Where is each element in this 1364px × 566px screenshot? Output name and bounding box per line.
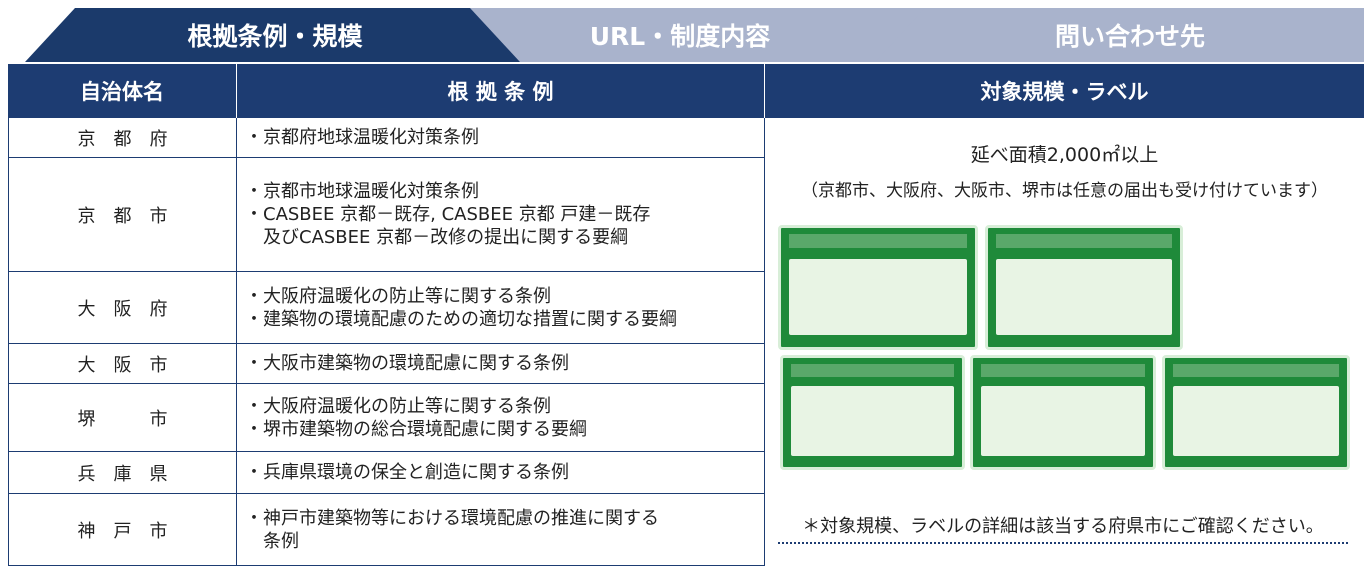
scale-note: （京都市、大阪府、大阪市、堺市は任意の届出も受け付けています）	[801, 181, 1328, 201]
tab[interactable]: 問い合わせ先	[1054, 22, 1205, 51]
municipality: 大 阪 市	[8, 344, 237, 384]
ordinance-cell: ・京都市地球温暖化対策条例 ・CASBEE 京都－既存, CASBEE 京都 戸建…	[237, 158, 765, 272]
ordinance: ・京都府地球温暖化対策条例	[245, 127, 479, 148]
ordinance: 条例	[245, 530, 299, 552]
municipality: 兵 庫 県	[8, 452, 237, 494]
label-image	[780, 355, 965, 470]
tab[interactable]: URL・制度内容	[589, 22, 771, 51]
tab-bg	[25, 8, 520, 62]
municipality: 神 戸 市	[8, 494, 237, 566]
municipality: 堺 市	[8, 384, 237, 452]
header-cell: 根 拠 条 例	[237, 64, 765, 118]
ordinance: ・神戸市建築物等における環境配慮の推進に関する	[245, 507, 659, 529]
ordinance: ・建築物の環境配慮のための適切な措置に関する要綱	[245, 308, 677, 330]
header-cell: 自治体名	[8, 64, 237, 118]
label-image	[970, 355, 1156, 470]
municipality: 京 都 市	[8, 158, 237, 272]
ordinance: ・兵庫県環境の保全と創造に関する条例	[245, 462, 569, 483]
label-image	[985, 225, 1183, 350]
ordinance-cell: ・大阪市建築物の環境配慮に関する条例	[237, 344, 765, 384]
tab-bg	[420, 8, 925, 62]
scale: 延べ面積2,000㎡以上	[970, 144, 1159, 166]
label-image	[1162, 355, 1350, 470]
tab[interactable]: 根拠条例・規模	[187, 22, 363, 51]
ordinance-cell: ・兵庫県環境の保全と創造に関する条例	[237, 452, 765, 494]
footnote: ＊対象規模、ラベルの詳細は該当する府県市にご確認ください。	[778, 512, 1348, 544]
municipality: 京 都 府	[8, 118, 237, 158]
tab-bg	[870, 8, 1364, 62]
ordinance: ・大阪府温暖化の防止等に関する条例	[245, 395, 551, 417]
ordinance-cell: ・大阪府温暖化の防止等に関する条例 ・堺市建築物の総合環境配慮に関する要綱	[237, 384, 765, 452]
ordinance: 及びCASBEE 京都－改修の提出に関する要綱	[245, 227, 629, 248]
ordinance: ・大阪市建築物の環境配慮に関する条例	[245, 353, 569, 374]
ordinance-cell: ・大阪府温暖化の防止等に関する条例 ・建築物の環境配慮のための適切な措置に関する要…	[237, 272, 765, 344]
ordinance-cell: ・京都府地球温暖化対策条例	[237, 118, 765, 158]
ordinance: ・京都市地球温暖化対策条例	[245, 181, 479, 202]
label-image	[778, 225, 978, 350]
tab-shapes	[25, 8, 1364, 62]
ordinance: ・CASBEE 京都－既存, CASBEE 京都 戸建－既存	[245, 204, 651, 225]
municipality: 大 阪 府	[8, 272, 237, 344]
ordinance-cell: ・神戸市建築物等における環境配慮の推進に関する 条例	[237, 494, 765, 566]
ordinance: ・大阪府温暖化の防止等に関する条例	[245, 285, 551, 307]
ordinance: ・堺市建築物の総合環境配慮に関する要綱	[245, 418, 587, 440]
header-cell: 対象規模・ラベル	[765, 64, 1364, 118]
